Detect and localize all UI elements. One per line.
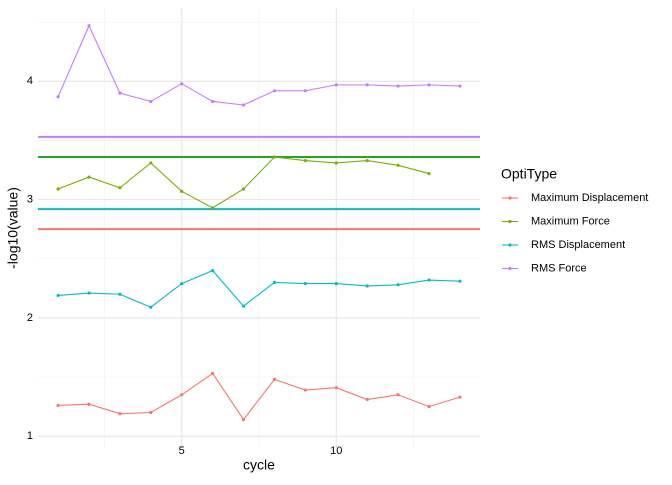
data-point [211, 206, 215, 210]
data-point [211, 371, 215, 376]
data-point [334, 281, 338, 286]
data-point [396, 393, 400, 397]
data-point [211, 268, 215, 273]
data-point [427, 83, 431, 87]
data-point [365, 83, 369, 87]
data-point [303, 388, 307, 392]
data-point [118, 186, 122, 190]
data-point [241, 418, 246, 422]
data-point [458, 84, 462, 88]
data-point [87, 291, 91, 295]
data-point [272, 280, 277, 285]
data-point [56, 293, 60, 298]
data-point [180, 82, 184, 86]
data-point [56, 187, 60, 191]
data-point [334, 386, 338, 390]
data-point [272, 155, 277, 159]
data-point [396, 283, 400, 287]
legend-key [508, 266, 512, 271]
data-point [303, 281, 307, 286]
legend-title: OptiType [501, 166, 557, 182]
data-point [427, 171, 431, 176]
data-point [149, 410, 153, 415]
series-line [57, 24, 460, 106]
data-point [149, 305, 153, 309]
data-point [56, 95, 60, 99]
data-point [272, 89, 277, 93]
data-point [118, 91, 122, 95]
data-point [87, 175, 91, 179]
data-point [334, 161, 338, 165]
data-point [272, 377, 277, 381]
data-point [149, 161, 153, 165]
data-point [427, 405, 431, 409]
data-point [118, 412, 122, 416]
data-point [149, 99, 153, 104]
legend-label: Maximum Force [531, 215, 610, 227]
data-point [334, 83, 338, 87]
data-point [118, 292, 122, 296]
data-point [56, 403, 60, 408]
series-line [57, 156, 430, 209]
series-line [58, 269, 460, 308]
y-tick-label: 3 [27, 194, 33, 206]
x-axis-title: cycle [243, 457, 275, 473]
y-tick-label: 2 [27, 312, 33, 324]
series-line [58, 372, 461, 421]
legend-label: RMS Force [531, 262, 587, 274]
data-point [303, 89, 307, 93]
y-tick-label: 1 [27, 430, 33, 442]
data-point [396, 163, 400, 167]
legend-key [508, 196, 512, 200]
data-point [241, 304, 246, 308]
data-point [303, 158, 307, 163]
y-tick-label: 4 [27, 75, 33, 87]
data-point [180, 189, 184, 193]
data-point [365, 158, 369, 163]
data-point [396, 84, 400, 88]
x-tick-label: 10 [330, 445, 342, 457]
data-point [211, 99, 215, 104]
legend-label: Maximum Displacement [531, 192, 648, 204]
x-tick-label: 5 [179, 445, 185, 457]
legend-key [508, 219, 512, 224]
data-point [427, 278, 431, 282]
data-point [241, 187, 246, 191]
data-point [458, 395, 462, 399]
legend-key [508, 243, 512, 247]
data-point [180, 393, 184, 397]
data-point [87, 24, 91, 28]
y-axis-title: -log10(value) [5, 187, 21, 269]
data-point [180, 281, 184, 286]
data-point [365, 284, 369, 288]
data-point [365, 397, 369, 402]
data-point [458, 279, 462, 283]
data-point [241, 103, 246, 107]
legend-label: RMS Displacement [531, 239, 625, 251]
data-point [87, 402, 91, 406]
